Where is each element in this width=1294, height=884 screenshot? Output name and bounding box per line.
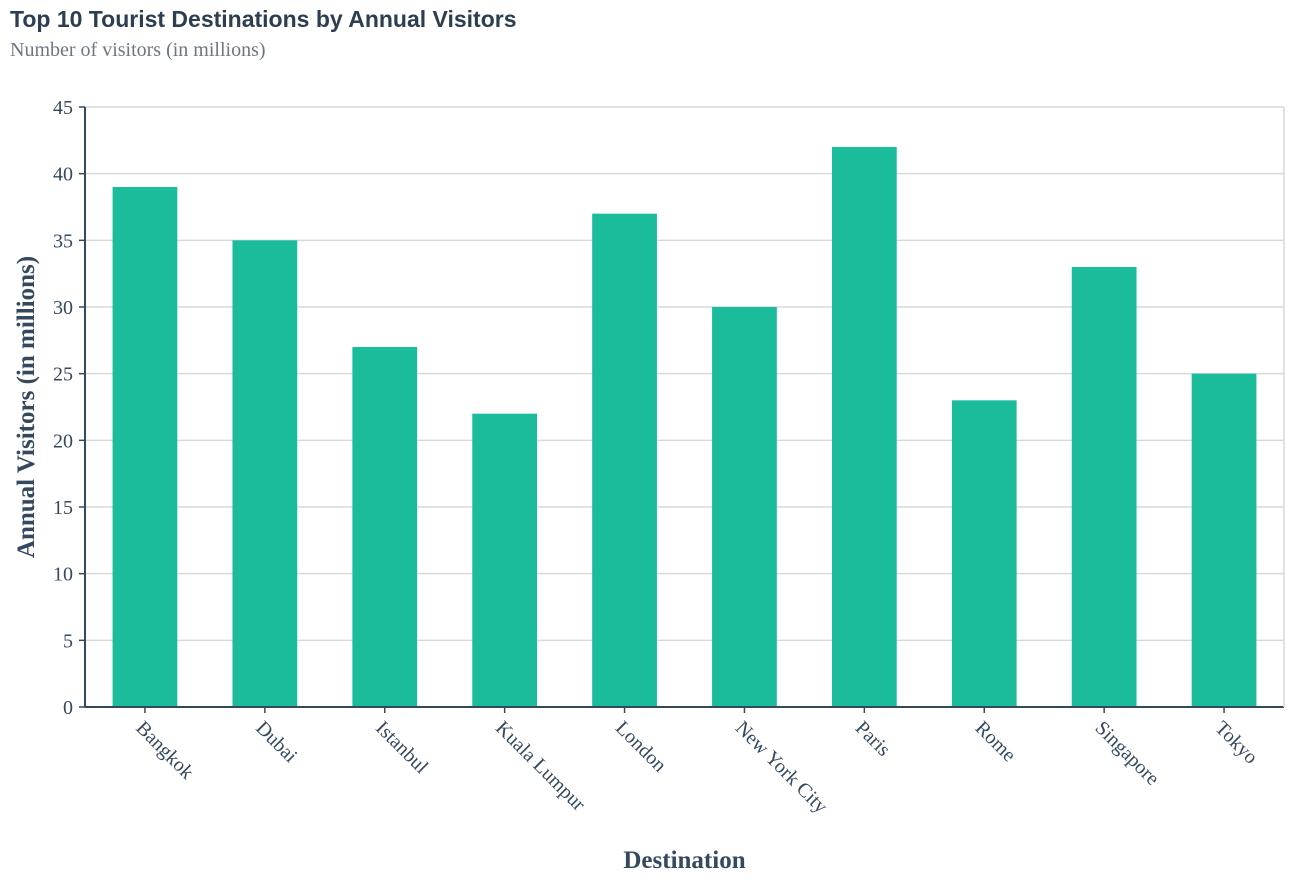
y-tick-label: 5 [63, 630, 73, 652]
x-tick-label: Dubai [251, 717, 301, 767]
bar-kuala-lumpur [472, 413, 538, 707]
x-axis-title: Destination [623, 847, 745, 874]
x-tick-label: Singapore [1091, 717, 1164, 790]
y-tick-label: 45 [53, 97, 73, 119]
bar-tokyo [1191, 373, 1257, 707]
bar-istanbul [352, 347, 418, 707]
bar-rome [951, 400, 1017, 707]
y-axis-title: Annual Visitors (in millions) [13, 256, 40, 558]
x-tick-label: Kuala Lumpur [491, 717, 590, 816]
bar-singapore [1071, 267, 1137, 707]
x-tick-label: Tokyo [1211, 717, 1262, 768]
y-tick-label: 15 [53, 497, 73, 519]
bar-dubai [232, 240, 298, 708]
y-tick-label: 30 [53, 297, 73, 319]
x-tick-label: Istanbul [371, 717, 432, 778]
x-tick-label: Paris [851, 717, 895, 761]
y-tick-label: 25 [53, 364, 73, 386]
x-tick-label: London [611, 717, 671, 777]
x-tick-label: Rome [971, 717, 1020, 766]
x-tick-label: New York City [731, 717, 832, 818]
bar-new-york-city [712, 307, 777, 707]
chart-title: Top 10 Tourist Destinations by Annual Vi… [10, 6, 517, 32]
y-tick-label: 35 [53, 230, 73, 252]
bar-paris [831, 147, 897, 707]
y-tick-label: 20 [53, 430, 73, 452]
y-tick-label: 10 [53, 564, 73, 586]
chart-subtitle: Number of visitors (in millions) [10, 39, 266, 61]
axes [84, 107, 1285, 708]
bar-bangkok [112, 187, 178, 707]
bars [112, 147, 1257, 708]
y-tick-label: 40 [53, 164, 73, 186]
x-axis-ticks: Bangkok Dubai Istanbul Kuala Lumpur London Ne… [131, 707, 1262, 818]
x-tick-label: Bangkok [131, 717, 198, 784]
y-tick-label: 0 [63, 697, 73, 719]
bar-london [592, 213, 657, 707]
y-axis-ticks: 0 5 10 15 20 25 30 35 40 45 [53, 97, 85, 719]
